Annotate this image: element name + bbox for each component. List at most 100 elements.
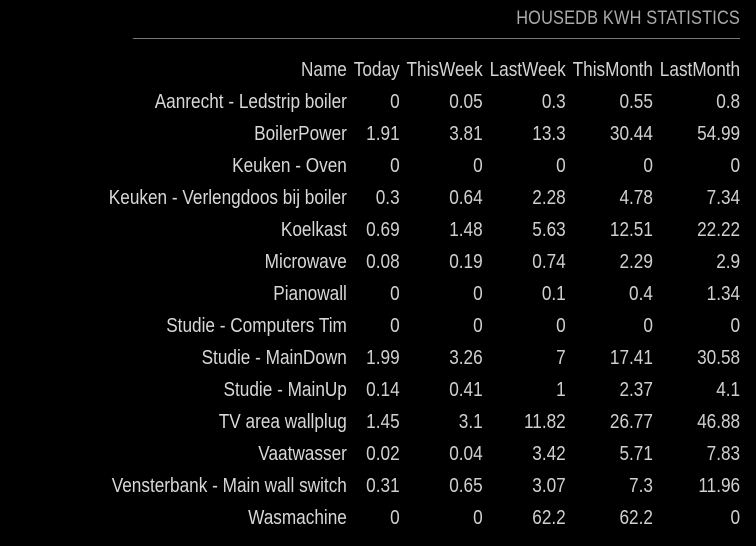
cell-thisweek: 0 [472,282,483,305]
table-body: Aanrecht - Ledstrip boiler 0 0.05 0.3 0.55 0.… [102,86,740,534]
cell-thisweek: 0.19 [449,250,483,273]
cell-lastweek: 7 [556,346,566,369]
cell-lastmonth: 2.9 [716,250,740,273]
table-row: Koelkast 0.69 1.48 5.63 12.51 22.22 [102,214,740,246]
cell-lastweek: 0.1 [541,282,566,305]
cell-name: Aanrecht - Ledstrip boiler [154,90,347,113]
cell-lastmonth: 1.34 [706,282,740,305]
cell-today: 0.14 [366,378,400,401]
cell-name: Studie - MainDown [201,346,347,369]
cell-thisweek: 0.41 [449,378,483,401]
table-row: Microwave 0.08 0.19 0.74 2.29 2.9 [102,246,740,278]
cell-today: 0 [389,314,400,337]
cell-name: Koelkast [280,218,347,241]
cell-thismonth: 0.4 [628,282,653,305]
table-row: Vensterbank - Main wall switch 0.31 0.65 3.… [102,470,740,502]
cell-today: 0.02 [366,442,400,465]
kwh-statistics-module: HOUSEDB KWH STATISTICS [34,8,740,39]
cell-today: 0 [389,90,400,113]
cell-today: 0.08 [366,250,400,273]
cell-thismonth: 5.71 [619,442,653,465]
cell-lastmonth: 11.96 [698,474,740,497]
cell-lastweek: 11.82 [523,410,566,433]
cell-today: 0 [389,506,400,529]
cell-thisweek: 1.48 [449,218,483,241]
cell-today: 0 [389,154,400,177]
cell-lastmonth: 7.34 [706,186,740,209]
cell-lastmonth: 46.88 [696,410,740,433]
cell-thismonth: 0 [643,154,653,177]
cell-lastweek: 62.2 [532,506,566,529]
cell-name: BoilerPower [254,122,347,145]
cell-name: TV area wallplug [218,410,347,433]
cell-lastweek: 3.07 [532,474,566,497]
cell-thisweek: 0.05 [449,90,483,113]
column-header-today: Today [353,58,400,81]
cell-name: Vensterbank - Main wall switch [111,474,347,497]
cell-today: 1.45 [366,410,400,433]
cell-thismonth: 26.77 [609,410,653,433]
table-row: Vaatwasser 0.02 0.04 3.42 5.71 7.83 [102,438,740,470]
table-row: Studie - MainDown 1.99 3.26 7 17.41 30.58 [102,342,740,374]
table-row: Wasmachine 0 0 62.2 62.2 0 [102,502,740,534]
cell-thismonth: 12.51 [609,218,653,241]
column-header-name: Name [300,58,347,81]
cell-thismonth: 2.37 [619,378,653,401]
cell-thismonth: 30.44 [609,122,653,145]
cell-lastmonth: 54.99 [696,122,740,145]
table-row: Keuken - Verlengdoos bij boiler 0.3 0.64 2.… [102,182,740,214]
cell-today: 1.91 [366,122,400,145]
cell-today: 1.99 [366,346,400,369]
cell-name: Studie - MainUp [223,378,347,401]
column-header-lastmonth: LastMonth [659,58,740,81]
cell-name: Studie - Computers Tim [166,314,347,337]
cell-thisweek: 0 [472,314,483,337]
cell-thismonth: 2.29 [619,250,653,273]
cell-name: Wasmachine [247,506,347,529]
cell-lastmonth: 0 [730,314,740,337]
cell-lastmonth: 0 [730,154,740,177]
cell-lastmonth: 0.8 [716,90,740,113]
module-header: HOUSEDB KWH STATISTICS [132,8,740,39]
cell-name: Vaatwasser [258,442,347,465]
table-row: Studie - MainUp 0.14 0.41 1 2.37 4.1 [102,374,740,406]
cell-thismonth: 17.41 [609,346,653,369]
cell-name: Pianowall [273,282,347,305]
cell-lastmonth: 7.83 [706,442,740,465]
cell-thismonth: 62.2 [619,506,653,529]
cell-lastmonth: 22.22 [696,218,740,241]
table-row: Keuken - Oven 0 0 0 0 0 [102,150,740,182]
table-row: Pianowall 0 0 0.1 0.4 1.34 [102,278,740,310]
cell-name: Keuken - Verlengdoos bij boiler [108,186,347,209]
cell-lastmonth: 30.58 [696,346,740,369]
cell-thisweek: 0.04 [449,442,483,465]
cell-thisweek: 0.65 [449,474,483,497]
cell-thisweek: 3.26 [449,346,483,369]
table-row: BoilerPower 1.91 3.81 13.3 30.44 54.99 [102,118,740,150]
column-header-thismonth: ThisMonth [572,58,653,81]
cell-thisweek: 3.1 [458,410,483,433]
cell-lastweek: 0.3 [541,90,566,113]
cell-lastweek: 0 [556,314,566,337]
cell-today: 0.31 [366,474,400,497]
cell-thismonth: 0.55 [619,90,653,113]
cell-thisweek: 3.81 [449,122,483,145]
cell-lastweek: 3.42 [532,442,566,465]
column-header-lastweek: LastWeek [489,58,566,81]
cell-lastweek: 0.74 [532,250,566,273]
cell-thismonth: 4.78 [619,186,653,209]
cell-today: 0.3 [375,186,400,209]
cell-name: Keuken - Oven [232,154,347,177]
cell-lastweek: 5.63 [532,218,566,241]
cell-today: 0.69 [366,218,400,241]
cell-lastweek: 1 [556,378,566,401]
cell-today: 0 [389,282,400,305]
cell-name: Microwave [264,250,347,273]
cell-thisweek: 0 [472,154,483,177]
cell-lastweek: 2.28 [532,186,566,209]
column-header-thisweek: ThisWeek [406,58,483,81]
table-row: TV area wallplug 1.45 3.1 11.82 26.77 46.88 [102,406,740,438]
cell-thisweek: 0 [472,506,483,529]
cell-thisweek: 0.64 [449,186,483,209]
table-header-row: Name Today ThisWeek LastWeek ThisMonth L… [102,54,740,86]
